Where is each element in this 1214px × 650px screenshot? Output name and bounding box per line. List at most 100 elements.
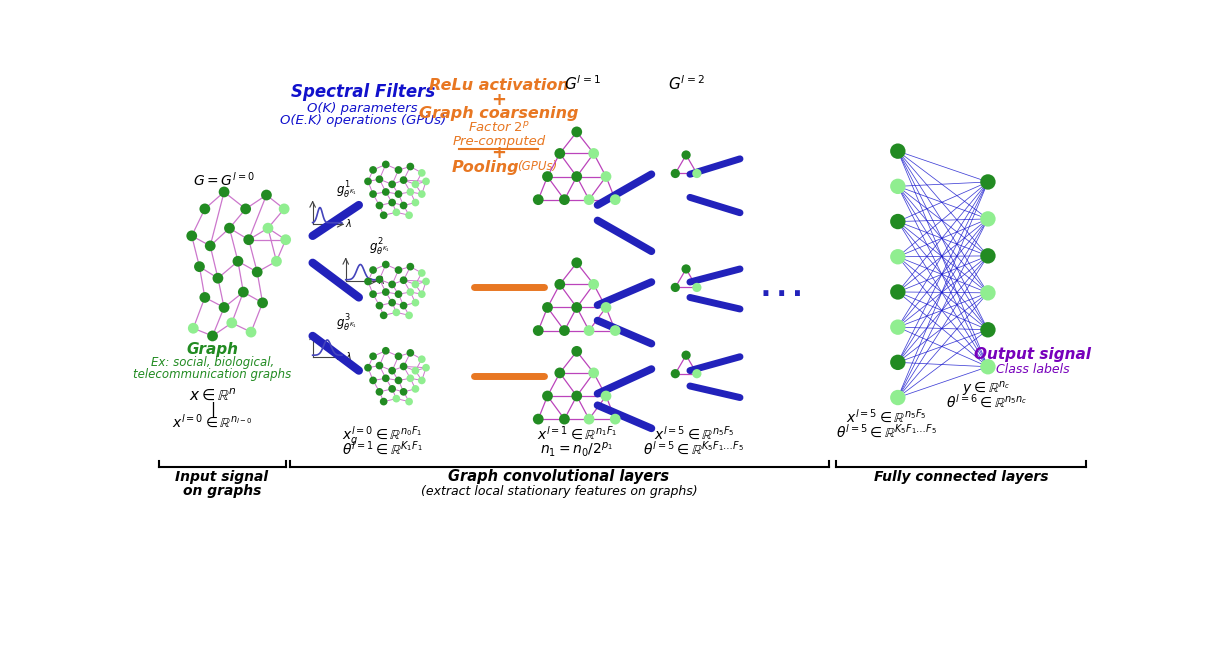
Circle shape [187,231,197,241]
Text: $n_1 = n_0/2^{p_1}$: $n_1 = n_0/2^{p_1}$ [540,441,613,460]
Circle shape [388,299,396,307]
Circle shape [412,367,419,374]
Circle shape [261,190,272,200]
Circle shape [382,261,390,268]
Circle shape [533,413,544,424]
Text: +: + [492,144,506,162]
Circle shape [609,194,620,205]
Circle shape [392,395,401,402]
Circle shape [543,391,552,402]
Circle shape [369,166,376,174]
Circle shape [692,283,702,292]
Text: ReLu activation: ReLu activation [429,77,569,92]
Circle shape [405,398,413,406]
Circle shape [980,285,995,300]
Circle shape [233,256,243,266]
Circle shape [418,169,426,177]
Circle shape [399,363,408,370]
Circle shape [395,291,402,298]
Circle shape [225,223,234,233]
Text: $\theta^{l=6} \in \mathbb{R}^{n_5 n_c}$: $\theta^{l=6} \in \mathbb{R}^{n_5 n_c}$ [946,393,1027,411]
Circle shape [279,203,289,214]
Text: $x^{l=1} \in \mathbb{R}^{n_1 F_1}$: $x^{l=1} \in \mathbb{R}^{n_1 F_1}$ [537,426,617,443]
Circle shape [584,413,595,424]
Circle shape [375,202,384,209]
Circle shape [572,257,583,268]
Text: Output signal: Output signal [974,347,1091,362]
Text: Graph convolutional layers: Graph convolutional layers [448,469,670,484]
Circle shape [407,263,414,270]
Circle shape [412,199,419,207]
Circle shape [418,269,426,277]
Circle shape [589,367,599,378]
Circle shape [238,287,249,298]
Circle shape [980,359,995,374]
Circle shape [382,288,390,296]
Circle shape [405,311,413,319]
Text: $g^3_{\theta^{K_1}}$: $g^3_{\theta^{K_1}}$ [336,313,357,333]
Circle shape [418,356,426,363]
Circle shape [418,376,426,384]
Text: Input signal: Input signal [175,471,268,484]
Circle shape [572,171,583,182]
Circle shape [212,273,223,283]
Circle shape [890,214,906,229]
Circle shape [226,317,237,328]
Circle shape [395,190,402,198]
Circle shape [375,276,384,283]
Circle shape [533,194,544,205]
Text: $\cdots$: $\cdots$ [756,271,800,316]
Circle shape [601,171,612,182]
Circle shape [609,413,620,424]
Circle shape [670,283,680,292]
Text: $\lambda$: $\lambda$ [345,350,352,362]
Circle shape [199,292,210,303]
Circle shape [382,161,390,168]
Circle shape [980,322,995,337]
Circle shape [369,376,376,384]
Circle shape [392,209,401,216]
Circle shape [395,166,402,174]
Circle shape [558,194,569,205]
Text: $x^{l=0}_g \in \mathbb{R}^{n_0 F_1}$: $x^{l=0}_g \in \mathbb{R}^{n_0 F_1}$ [342,424,422,448]
Text: $g^1_{\theta^{K_1}}$: $g^1_{\theta^{K_1}}$ [336,180,357,202]
Circle shape [890,144,906,159]
Text: $\lambda$: $\lambda$ [345,217,352,229]
Text: $\theta^{l=5} \in \mathbb{R}^{K_5 F_1 \ldots F_5}$: $\theta^{l=5} \in \mathbb{R}^{K_5 F_1 \l… [836,424,937,441]
Text: $x^{l=5} \in \mathbb{R}^{n_5 F_5}$: $x^{l=5} \in \mathbb{R}^{n_5 F_5}$ [846,409,926,426]
Circle shape [194,261,205,272]
Text: on graphs: on graphs [182,484,261,497]
Text: $G^{l=1}$: $G^{l=1}$ [563,74,601,92]
Circle shape [412,299,419,307]
Circle shape [407,188,414,196]
Circle shape [980,248,995,263]
Circle shape [407,374,414,382]
Circle shape [412,281,419,289]
Circle shape [375,302,384,309]
Text: telecommunication graphs: telecommunication graphs [134,367,291,380]
Circle shape [418,291,426,298]
Circle shape [395,376,402,384]
Circle shape [980,211,995,227]
Circle shape [380,311,387,319]
Text: $\theta^{l=5} \in \mathbb{R}^{K_5 F_1 \ldots F_5}$: $\theta^{l=5} \in \mathbb{R}^{K_5 F_1 \l… [643,441,744,458]
Text: $\theta^{l=1} \in \mathbb{R}^{K_1 F_1}$: $\theta^{l=1} \in \mathbb{R}^{K_1 F_1}$ [341,441,422,458]
Circle shape [543,302,552,313]
Circle shape [890,390,906,405]
Text: Graph coarsening: Graph coarsening [419,106,579,121]
Circle shape [584,325,595,336]
Circle shape [572,346,583,357]
Text: $x^{l=5} \in \mathbb{R}^{n_5 F_5}$: $x^{l=5} \in \mathbb{R}^{n_5 F_5}$ [653,426,734,443]
Circle shape [407,349,414,357]
Circle shape [392,309,401,317]
Text: O(E.K) operations (GPUs): O(E.K) operations (GPUs) [279,114,446,127]
Circle shape [584,194,595,205]
Circle shape [601,302,612,313]
Circle shape [589,279,599,290]
Circle shape [681,350,691,360]
Text: Class labels: Class labels [995,363,1070,376]
Circle shape [558,413,569,424]
Circle shape [609,325,620,336]
Circle shape [533,325,544,336]
Circle shape [670,169,680,178]
